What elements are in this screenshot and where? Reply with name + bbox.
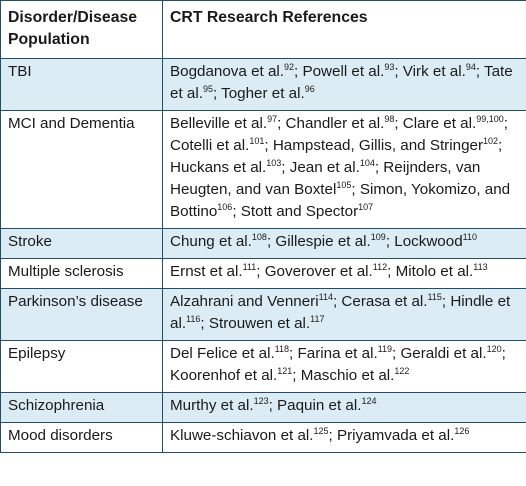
- references-cell: Kluwe-schiavon et al.125; Priyamvada et …: [162, 422, 526, 453]
- reference-text: Bogdanova et al.: [170, 63, 284, 80]
- citation-number: 111: [242, 262, 257, 272]
- citation-number: 125: [313, 426, 329, 436]
- population-cell: Multiple sclerosis: [0, 258, 163, 289]
- reference-text: ; Stott and Spector: [232, 203, 359, 220]
- citation-number: 101: [249, 136, 265, 146]
- citation-number: 98: [384, 114, 395, 124]
- population-cell: Mood disorders: [0, 422, 163, 453]
- reference-text: Del Felice et al.: [170, 345, 275, 362]
- citation-number: 120: [486, 344, 502, 354]
- reference-text: ; Togher et al.: [212, 85, 305, 102]
- reference-text: ; Hampstead, Gillis, and Stringer: [264, 137, 484, 154]
- reference-text: ; Clare et al.: [394, 115, 477, 132]
- crt-references-table: Disorder/Disease Population CRT Research…: [0, 0, 526, 453]
- reference-text: ; Lockwood: [385, 233, 463, 250]
- table-row: Epilepsy Del Felice et al.118; Farina et …: [0, 340, 526, 393]
- citation-number: 102: [483, 136, 499, 146]
- citation-number: 117: [310, 314, 325, 324]
- population-cell: TBI: [0, 58, 163, 111]
- citation-number: 115: [427, 292, 442, 302]
- references-cell: Chung et al.108; Gillespie et al.109; Lo…: [162, 228, 526, 259]
- population-cell: Stroke: [0, 228, 163, 259]
- references-cell: Del Felice et al.118; Farina et al.119; …: [162, 340, 526, 393]
- citation-number: 95: [202, 84, 213, 94]
- reference-text: ; Cotelli et al.: [170, 115, 508, 154]
- reference-text: Alzahrani and Venneri: [170, 293, 319, 310]
- citation-number: 122: [394, 366, 410, 376]
- citation-number: 106: [217, 202, 233, 212]
- reference-text: ; Priyamvada et al.: [328, 427, 455, 444]
- reference-text: ; Geraldi et al.: [392, 345, 487, 362]
- references-cell: Murthy et al.123; Paquin et al.124: [162, 392, 526, 423]
- citation-number: 103: [266, 158, 282, 168]
- reference-text: Chung et al.: [170, 233, 252, 250]
- references-cell: Belleville et al.97; Chandler et al.98; …: [162, 110, 526, 229]
- reference-text: ; Jean et al.: [281, 159, 360, 176]
- table-row: Schizophrenia Murthy et al.123; Paquin et…: [0, 392, 526, 423]
- population-cell: Epilepsy: [0, 340, 163, 393]
- references-column-header: CRT Research References: [162, 0, 526, 59]
- references-cell: Alzahrani and Venneri114; Cerasa et al.1…: [162, 288, 526, 341]
- population-cell: MCI and Dementia: [0, 110, 163, 229]
- reference-text: Ernst et al.: [170, 263, 243, 280]
- citation-number: 105: [336, 180, 352, 190]
- reference-text: ; Farina et al.: [289, 345, 378, 362]
- citation-number: 123: [253, 396, 269, 406]
- reference-text: ; Hindle et al.: [170, 293, 511, 332]
- citation-number: 114: [318, 292, 333, 302]
- table-row: Parkinson’s disease Alzahrani and Venneri…: [0, 288, 526, 341]
- citation-number: 113: [473, 262, 488, 272]
- reference-text: ; Strouwen et al.: [200, 315, 311, 332]
- population-cell: Parkinson’s disease: [0, 288, 163, 341]
- reference-text: ; Gillespie et al.: [266, 233, 371, 250]
- citation-number: 96: [304, 84, 315, 94]
- table-row: MCI and Dementia Belleville et al.97; Cha…: [0, 110, 526, 229]
- population-column-header: Disorder/Disease Population: [0, 0, 163, 59]
- references-cell: Bogdanova et al.92; Powell et al.93; Vir…: [162, 58, 526, 111]
- citation-number: 93: [384, 62, 395, 72]
- citation-number: 118: [274, 344, 290, 354]
- citation-number: 99,100: [476, 114, 504, 124]
- reference-text: Kluwe-schiavon et al.: [170, 427, 314, 444]
- reference-text: ; Tate et al.: [170, 63, 513, 102]
- reference-text: ; Maschio et al.: [292, 367, 395, 384]
- citation-number: 112: [372, 262, 388, 272]
- references-cell: Ernst et al.111; Goverover et al.112; Mi…: [162, 258, 526, 289]
- citation-number: 92: [284, 62, 295, 72]
- reference-text: Murthy et al.: [170, 397, 254, 414]
- citation-number: 94: [465, 62, 476, 72]
- reference-text: ; Mitolo et al.: [387, 263, 474, 280]
- table-row: Stroke Chung et al.108; Gillespie et al.1…: [0, 228, 526, 259]
- table-row: Multiple sclerosis Ernst et al.111; Gover…: [0, 258, 526, 289]
- citation-number: 108: [251, 232, 267, 242]
- reference-text: ; Simon, Yokomizo, and Bottino: [170, 181, 511, 220]
- citation-number: 104: [359, 158, 375, 168]
- citation-number: 126: [454, 426, 470, 436]
- reference-text: ; Powell et al.: [294, 63, 385, 80]
- reference-text: ; Koorenhof et al.: [170, 345, 506, 384]
- reference-text: Belleville et al.: [170, 115, 268, 132]
- reference-text: ; Goverover et al.: [256, 263, 373, 280]
- citation-number: 109: [370, 232, 386, 242]
- citation-number: 107: [358, 202, 374, 212]
- reference-text: ; Virk et al.: [394, 63, 466, 80]
- reference-text: ; Cerasa et al.: [332, 293, 428, 310]
- citation-number: 97: [267, 114, 278, 124]
- reference-text: ; Huckans et al.: [170, 137, 503, 176]
- citation-number: 119: [377, 344, 393, 354]
- reference-text: ; Reijnders, van Heugten, and van Boxtel: [170, 159, 481, 198]
- population-cell: Schizophrenia: [0, 392, 163, 423]
- reference-text: ; Paquin et al.: [268, 397, 362, 414]
- citation-number: 110: [462, 232, 477, 242]
- table-row: Mood disorders Kluwe-schiavon et al.125; …: [0, 422, 526, 453]
- table-row: TBI Bogdanova et al.92; Powell et al.93; …: [0, 58, 526, 111]
- reference-text: ; Chandler et al.: [277, 115, 385, 132]
- header-row: Disorder/Disease Population CRT Research…: [0, 0, 526, 59]
- citation-number: 116: [186, 314, 201, 324]
- citation-number: 124: [361, 396, 377, 406]
- citation-number: 121: [277, 366, 293, 376]
